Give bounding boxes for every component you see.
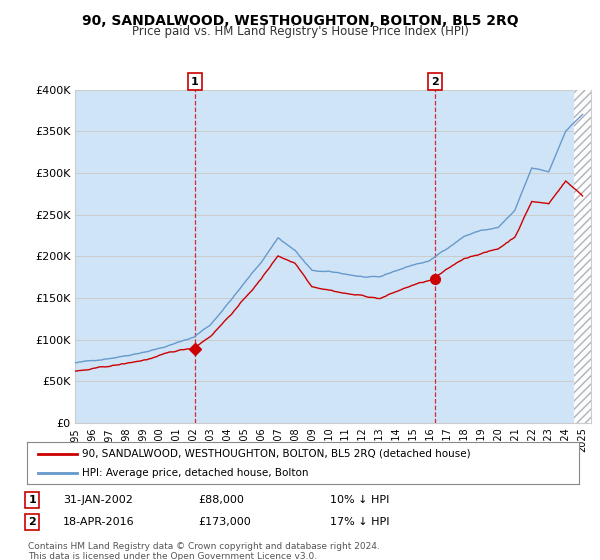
Text: 2: 2 <box>28 517 36 527</box>
Text: 17% ↓ HPI: 17% ↓ HPI <box>330 517 389 527</box>
Text: Price paid vs. HM Land Registry's House Price Index (HPI): Price paid vs. HM Land Registry's House … <box>131 25 469 38</box>
Text: 1: 1 <box>191 77 199 87</box>
Text: £88,000: £88,000 <box>198 495 244 505</box>
Text: 90, SANDALWOOD, WESTHOUGHTON, BOLTON, BL5 2RQ: 90, SANDALWOOD, WESTHOUGHTON, BOLTON, BL… <box>82 14 518 28</box>
Text: Contains HM Land Registry data © Crown copyright and database right 2024.
This d: Contains HM Land Registry data © Crown c… <box>28 542 380 560</box>
Text: 31-JAN-2002: 31-JAN-2002 <box>63 495 133 505</box>
Text: 90, SANDALWOOD, WESTHOUGHTON, BOLTON, BL5 2RQ (detached house): 90, SANDALWOOD, WESTHOUGHTON, BOLTON, BL… <box>82 449 471 459</box>
Text: 2: 2 <box>431 77 439 87</box>
Text: 18-APR-2016: 18-APR-2016 <box>63 517 134 527</box>
Text: £173,000: £173,000 <box>198 517 251 527</box>
Text: 10% ↓ HPI: 10% ↓ HPI <box>330 495 389 505</box>
Text: HPI: Average price, detached house, Bolton: HPI: Average price, detached house, Bolt… <box>82 468 309 478</box>
Text: 1: 1 <box>28 495 36 505</box>
